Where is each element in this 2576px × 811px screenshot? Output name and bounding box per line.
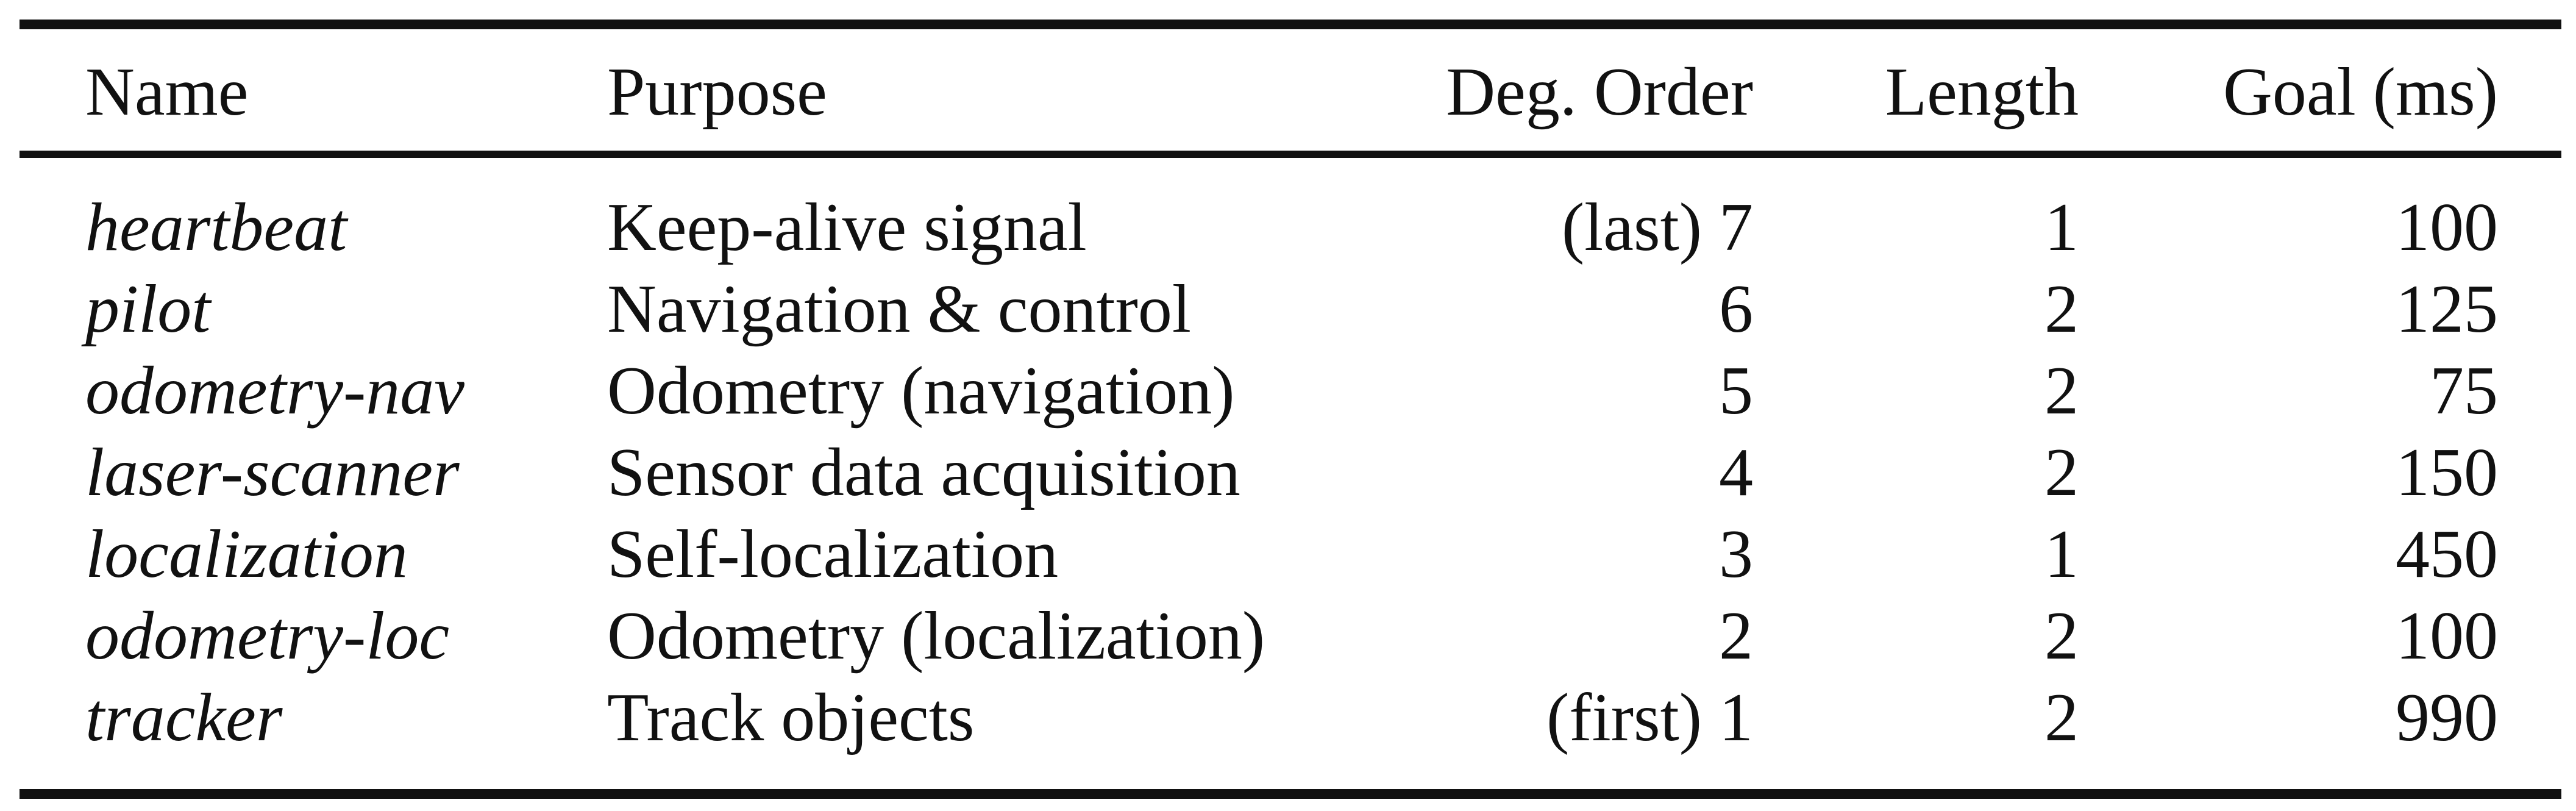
cell-length: 2 <box>2044 353 2079 429</box>
cell-length: 2 <box>2044 271 2079 347</box>
table-row: pilot Navigation & control 6 2 125 <box>0 268 2576 350</box>
cell-goal: 100 <box>2396 190 2498 265</box>
table-row: heartbeat Keep-alive signal (last) 7 1 1… <box>0 187 2576 268</box>
cell-goal: 990 <box>2396 680 2498 756</box>
cell-goal: 100 <box>2396 598 2498 674</box>
cell-name: laser-scanner <box>85 435 460 510</box>
header-purpose: Purpose <box>607 54 827 130</box>
cell-order: (last) 7 <box>1561 190 1753 265</box>
table-row: odometry-nav Odometry (navigation) 5 2 7… <box>0 350 2576 432</box>
header-rule <box>20 151 2561 158</box>
cell-order: 3 <box>1719 516 1753 592</box>
table-row: odometry-loc Odometry (localization) 2 2… <box>0 595 2576 677</box>
cell-name: odometry-loc <box>85 598 450 674</box>
cell-order: (first) 1 <box>1546 680 1753 756</box>
cell-goal: 450 <box>2396 516 2498 592</box>
cell-purpose: Track objects <box>607 680 975 756</box>
cell-purpose: Odometry (localization) <box>607 598 1265 674</box>
cell-goal: 125 <box>2396 271 2498 347</box>
cell-order: 2 <box>1719 598 1753 674</box>
cell-purpose: Odometry (navigation) <box>607 353 1235 429</box>
cell-order: 4 <box>1719 435 1753 510</box>
cell-length: 1 <box>2044 190 2079 265</box>
header-name: Name <box>85 54 249 130</box>
cell-length: 2 <box>2044 598 2079 674</box>
cell-length: 1 <box>2044 516 2079 592</box>
cell-name: heartbeat <box>85 190 347 265</box>
cell-name: odometry-nav <box>85 353 465 429</box>
bottom-rule <box>20 789 2561 799</box>
table-row: localization Self-localization 3 1 450 <box>0 513 2576 595</box>
header-row: Name Purpose Deg. Order Length Goal (ms) <box>0 51 2576 133</box>
top-rule <box>20 20 2561 29</box>
cell-name: localization <box>85 516 408 592</box>
cell-purpose: Keep-alive signal <box>607 190 1087 265</box>
cell-length: 2 <box>2044 435 2079 510</box>
header-order: Deg. Order <box>1446 54 1753 130</box>
cell-order: 6 <box>1719 271 1753 347</box>
header-length: Length <box>1885 54 2079 130</box>
header-goal: Goal (ms) <box>2222 54 2498 130</box>
table-row: tracker Track objects (first) 1 2 990 <box>0 677 2576 759</box>
cell-name: tracker <box>85 680 283 756</box>
cell-purpose: Sensor data acquisition <box>607 435 1240 510</box>
cell-goal: 75 <box>2430 353 2498 429</box>
cell-length: 2 <box>2044 680 2079 756</box>
table-row: laser-scanner Sensor data acquisition 4 … <box>0 432 2576 513</box>
cell-goal: 150 <box>2396 435 2498 510</box>
cell-purpose: Self-localization <box>607 516 1059 592</box>
cell-name: pilot <box>85 271 211 347</box>
cell-purpose: Navigation & control <box>607 271 1192 347</box>
cell-order: 5 <box>1719 353 1753 429</box>
